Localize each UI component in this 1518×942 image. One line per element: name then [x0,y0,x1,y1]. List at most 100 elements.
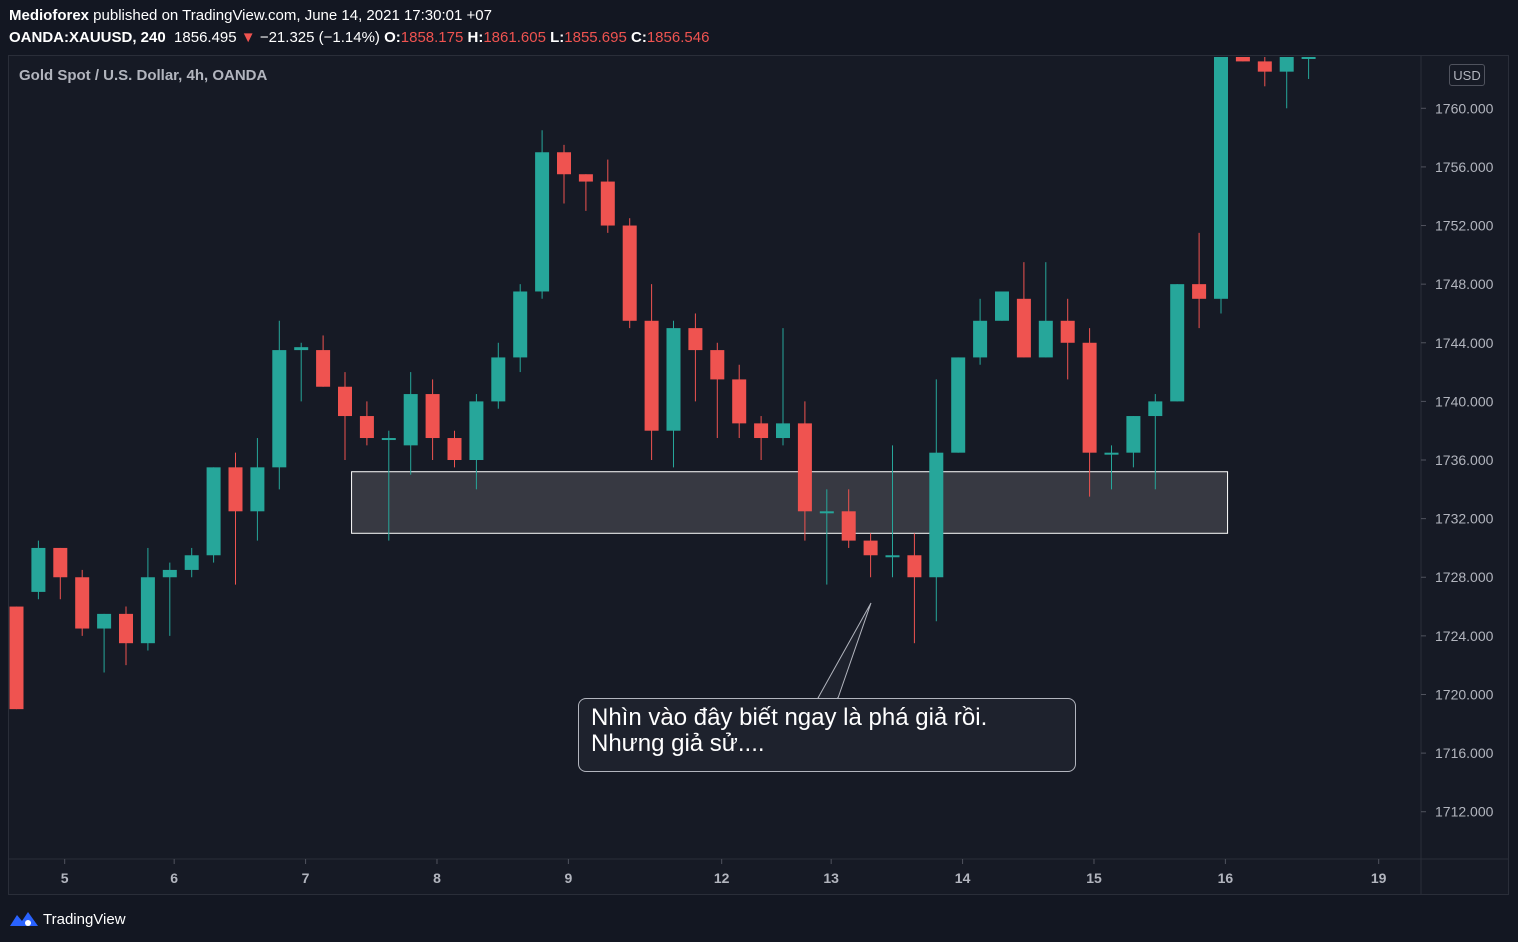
candle[interactable] [491,342,506,409]
candle[interactable] [819,489,834,585]
candle-body [819,511,834,514]
candle[interactable] [907,533,922,644]
candle-body [381,438,396,441]
candle[interactable] [1126,416,1141,468]
time-tick-label: 19 [1371,870,1387,886]
candle[interactable] [1038,262,1053,358]
candle[interactable] [1148,394,1163,490]
candle[interactable] [469,394,484,490]
candle[interactable] [1104,445,1119,490]
tradingview-footer[interactable]: TradingView [9,906,126,932]
candle-body [776,423,790,439]
candle[interactable] [1301,57,1316,79]
annotation-callout[interactable]: Nhìn vào đây biết ngay là phá giả rồi. N… [578,698,1076,772]
candle[interactable] [797,401,812,541]
candle[interactable] [1235,57,1250,62]
price-tick-label: 1728.000 [1435,569,1494,585]
candle[interactable] [666,320,681,468]
candle[interactable] [381,430,396,541]
candle[interactable] [600,159,615,233]
candle-body [294,347,309,351]
open-label: O: [384,29,401,46]
candle-body [1301,57,1316,59]
candle[interactable] [885,445,900,578]
candle[interactable] [31,540,46,600]
candle-body [31,547,46,592]
candle[interactable] [206,467,221,563]
candle[interactable] [1060,298,1075,380]
candle[interactable] [403,372,418,475]
candle[interactable] [316,335,331,387]
candle-body [951,357,966,453]
candle[interactable] [9,606,24,710]
candle[interactable] [447,430,462,468]
candle[interactable] [622,218,637,329]
candle[interactable] [53,547,68,600]
candle[interactable] [578,174,593,211]
candle-body [1104,452,1119,455]
candle[interactable] [272,320,287,490]
time-tick-label: 15 [1086,870,1102,886]
candle[interactable] [688,313,703,402]
close-value: 1856.546 [646,29,710,46]
candle[interactable] [995,291,1009,321]
candle-body [754,423,769,439]
candle-body [929,452,944,578]
candle[interactable] [776,328,790,446]
candle[interactable] [359,401,374,446]
candle-body [359,416,374,439]
candle[interactable] [1214,57,1228,314]
candle[interactable] [513,284,528,373]
support-zone-rectangle[interactable] [351,471,1229,534]
candle[interactable] [1257,57,1272,87]
candle[interactable] [929,379,944,622]
candle-body [228,467,243,512]
candle-body [841,511,856,541]
candle[interactable] [535,130,550,299]
candle[interactable] [710,342,725,439]
candle[interactable] [1082,328,1097,497]
price-tick-label: 1752.000 [1435,218,1494,234]
time-tick-label: 14 [955,870,971,886]
low-value: 1855.695 [564,29,627,46]
time-tick-label: 7 [302,870,310,886]
candle[interactable] [184,547,199,578]
publisher-name[interactable]: Medioforex [9,7,90,24]
candle[interactable] [97,613,112,673]
candle[interactable] [557,144,571,204]
price-tick-label: 1724.000 [1435,628,1494,644]
price-tick-label: 1744.000 [1435,335,1494,351]
currency-badge[interactable]: USD [1449,64,1485,86]
candle[interactable] [1279,57,1294,109]
candle[interactable] [228,452,243,585]
candle[interactable] [294,342,309,402]
price-tick-label: 1736.000 [1435,452,1494,468]
candle[interactable] [1016,262,1031,358]
candle-body [184,555,199,570]
high-value: 1861.605 [483,29,546,46]
candle[interactable] [754,416,769,461]
candle[interactable] [119,606,133,666]
candle[interactable] [75,569,90,636]
price-tick-label: 1756.000 [1435,159,1494,175]
candle-body [995,291,1009,321]
candle[interactable] [1192,232,1207,329]
candle[interactable] [425,379,440,461]
candle-body [644,320,659,431]
ohlc-legend: OANDA:XAUUSD, 240 1856.495 ▼ −21.325 (−1… [9,29,709,46]
candle-body [1235,57,1250,62]
candle[interactable] [162,562,177,636]
candle[interactable] [644,284,659,461]
candle-body [206,467,221,556]
candle[interactable] [338,372,352,461]
candle[interactable] [250,438,265,541]
candle[interactable] [1170,284,1185,402]
candle[interactable] [732,364,747,439]
candle[interactable] [863,533,878,578]
candle-body [9,606,24,710]
candle[interactable] [140,547,155,651]
candle[interactable] [841,489,856,548]
candle[interactable] [973,298,988,365]
candle[interactable] [951,357,966,453]
